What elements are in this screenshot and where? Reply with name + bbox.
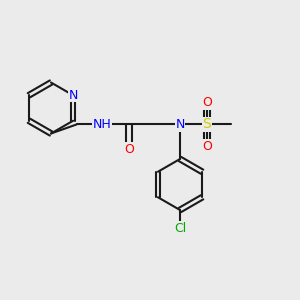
Text: O: O: [202, 140, 212, 153]
Text: O: O: [124, 142, 134, 156]
Text: N: N: [175, 118, 185, 131]
Text: S: S: [202, 118, 211, 131]
Text: Cl: Cl: [174, 221, 186, 235]
Text: O: O: [202, 96, 212, 110]
Text: NH: NH: [93, 118, 111, 131]
Text: N: N: [68, 89, 78, 102]
